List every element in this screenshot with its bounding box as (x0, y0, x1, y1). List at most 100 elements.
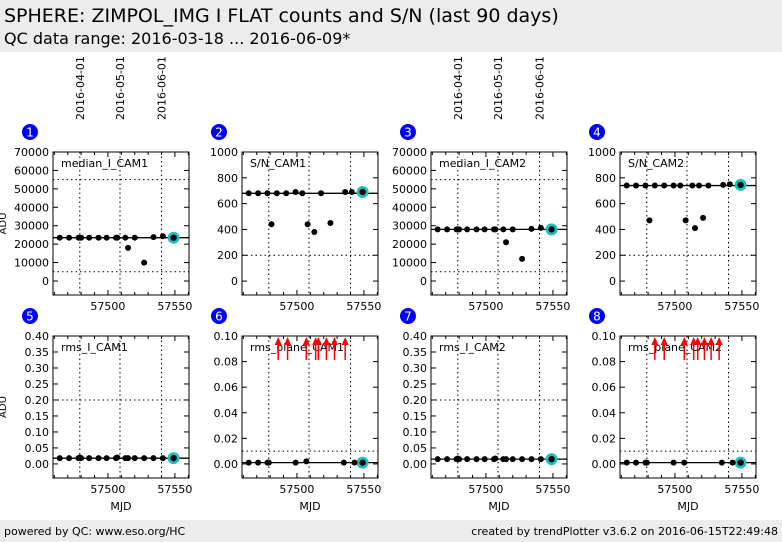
x-tick-label: 57550 (157, 300, 192, 313)
y-tick-label: 0.06 (214, 381, 239, 394)
y-tick-label: 0.02 (592, 432, 617, 445)
data-point (623, 459, 630, 466)
data-point (509, 226, 516, 233)
out-of-range-arrowhead (700, 337, 708, 345)
data-point (273, 190, 280, 197)
data-point (681, 459, 688, 466)
data-point (56, 234, 63, 241)
data-point (292, 189, 299, 196)
panel-number-badge (589, 124, 605, 140)
y-tick-label: 0.05 (25, 442, 50, 455)
data-point (528, 456, 535, 463)
data-point (456, 456, 463, 463)
y-tick-label: 30000 (14, 220, 49, 233)
data-point (670, 459, 677, 466)
data-point (696, 182, 703, 189)
y-tick-label: 200 (217, 249, 238, 262)
data-point (299, 190, 306, 197)
out-of-range-arrowhead (715, 337, 723, 345)
panel-number-badge (22, 308, 38, 324)
panel-label: rms_plane_CAM2 (628, 341, 722, 354)
data-point (444, 226, 451, 233)
y-tick-label: 600 (595, 198, 616, 211)
y-tick-label: 0 (231, 275, 238, 288)
panel-label: S/N_CAM2 (628, 157, 684, 170)
data-point (700, 214, 707, 221)
x-tick-label: 57550 (535, 483, 570, 496)
data-point (456, 226, 463, 233)
x-tick-label: 57500 (90, 483, 125, 496)
plot-frame (430, 151, 568, 296)
data-point (729, 459, 736, 466)
data-point (633, 182, 640, 189)
y-tick-label: 600 (217, 198, 238, 211)
data-point (492, 226, 499, 233)
y-axis-label: ADU (0, 213, 9, 235)
page-subtitle: QC data range: 2016-03-18 ... 2016-06-09… (4, 29, 351, 48)
panel-number: 8 (593, 310, 601, 324)
out-of-range-arrowhead (694, 337, 702, 345)
x-tick-label: 57500 (279, 300, 314, 313)
y-tick-label: 50000 (14, 183, 49, 196)
y-tick-label: 60000 (392, 164, 427, 177)
y-tick-label: 0.00 (592, 458, 617, 471)
x-tick-label: 57550 (346, 300, 381, 313)
panel-number-badge (22, 124, 38, 140)
x-tick-label: 57550 (724, 483, 759, 496)
data-point (705, 182, 712, 189)
data-point (150, 234, 157, 241)
data-point (268, 221, 275, 228)
panel-label: median_I_CAM2 (439, 157, 526, 170)
out-of-range-arrowhead (660, 337, 668, 345)
latest-point (170, 454, 177, 462)
data-point (265, 459, 272, 466)
data-point (245, 459, 252, 466)
out-of-range-arrowhead (284, 337, 292, 345)
y-tick-label: 800 (595, 172, 616, 185)
y-tick-label: 20000 (14, 238, 49, 251)
y-tick-label: 1000 (588, 146, 616, 159)
y-tick-label: 0.10 (25, 426, 50, 439)
data-point (481, 456, 488, 463)
panel-number-badge (211, 124, 227, 140)
y-tick-label: 0.00 (214, 458, 239, 471)
y-tick-label: 0.40 (403, 330, 428, 343)
data-point (718, 459, 725, 466)
y-tick-label: 0.04 (592, 407, 617, 420)
y-tick-label: 0.35 (25, 346, 50, 359)
x-tick-label: 57500 (90, 300, 125, 313)
y-tick-label: 10000 (392, 257, 427, 270)
footer-created-by: created by trendPlotter v3.6.2 on 2016-0… (471, 525, 778, 538)
y-axis-label: ADU (0, 396, 9, 418)
y-tick-label: 0.02 (214, 432, 239, 445)
data-point (348, 189, 355, 196)
data-point (150, 455, 157, 462)
data-point (464, 456, 471, 463)
y-tick-label: 0.25 (403, 378, 428, 391)
x-tick-label: 57550 (535, 300, 570, 313)
y-tick-label: 0.00 (25, 458, 50, 471)
latest-point (359, 188, 366, 196)
data-point (78, 234, 85, 241)
panel-number: 6 (215, 310, 223, 324)
out-of-range-arrowhead (651, 337, 659, 345)
data-point (125, 244, 132, 251)
y-tick-label: 0.15 (25, 410, 50, 423)
latest-point (737, 459, 744, 466)
y-tick-label: 30000 (392, 220, 427, 233)
y-tick-label: 0.40 (25, 330, 50, 343)
panel-label: median_I_CAM1 (61, 157, 148, 170)
date-tick-label: 2016-04-01 (74, 56, 87, 120)
y-tick-label: 0 (420, 275, 427, 288)
x-tick-label: 57550 (724, 300, 759, 313)
x-axis-label: MJD (110, 500, 131, 513)
data-point (677, 182, 684, 189)
data-point (66, 234, 73, 241)
out-of-range-arrowhead (680, 337, 688, 345)
data-point (131, 455, 138, 462)
y-tick-label: 0.00 (403, 458, 428, 471)
data-point (519, 456, 526, 463)
y-tick-label: 0.30 (25, 362, 50, 375)
y-tick-label: 0.25 (25, 378, 50, 391)
data-point (434, 456, 441, 463)
